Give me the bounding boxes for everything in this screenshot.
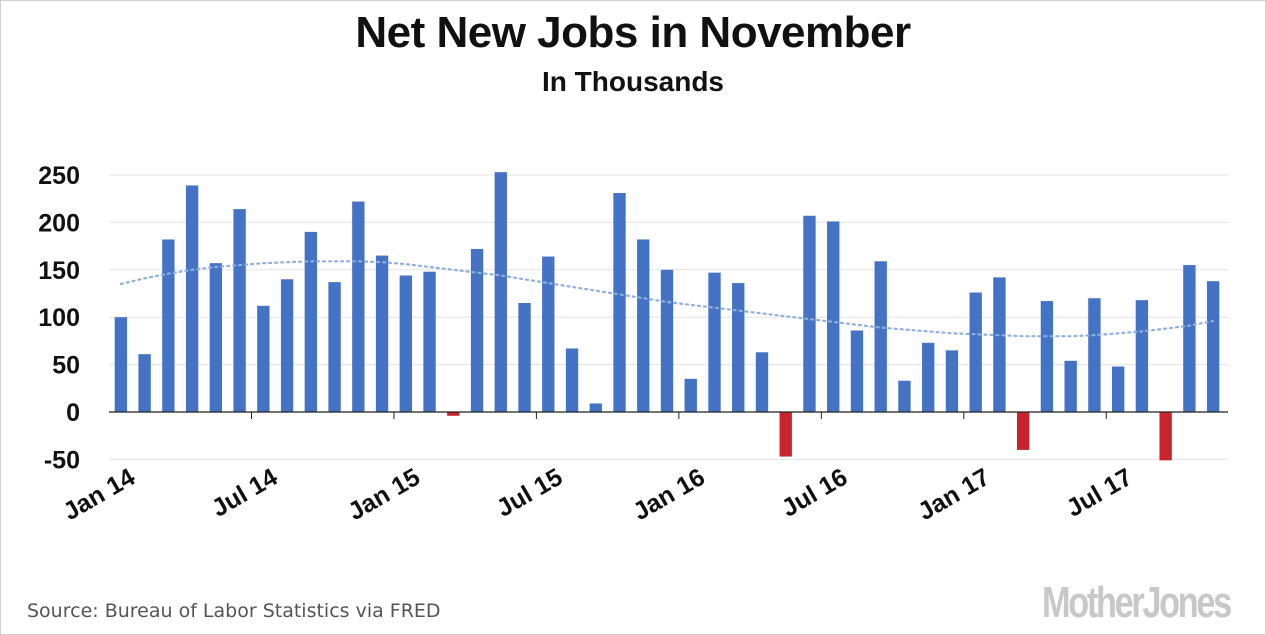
bar-jan-16 bbox=[684, 378, 697, 412]
bar-apr-14 bbox=[185, 185, 199, 412]
bar-oct-15 bbox=[613, 193, 626, 412]
bar-jul-16 bbox=[827, 221, 840, 412]
x-tick-label: Jan 16 bbox=[628, 463, 709, 526]
y-tick-label: -50 bbox=[44, 446, 80, 474]
bar-dec-16 bbox=[945, 350, 959, 412]
bar-nov-17 bbox=[1206, 281, 1220, 412]
bars bbox=[114, 172, 1220, 461]
bar-may-14 bbox=[209, 263, 223, 412]
bar-mar-15 bbox=[447, 412, 460, 416]
bar-may-17 bbox=[1064, 360, 1077, 412]
bar-feb-15 bbox=[423, 271, 436, 412]
x-tick-label: Jul 16 bbox=[777, 463, 852, 523]
x-axis-labels: Jan 14 Jul 14 Jan 15 Jul 15 Jan 16 Jul 16 Jan … bbox=[58, 463, 1137, 526]
bar-dec-14 bbox=[375, 255, 389, 412]
bar-apr-16 bbox=[755, 352, 769, 412]
bar-mar-14 bbox=[162, 239, 175, 412]
y-tick-label: 250 bbox=[38, 162, 80, 190]
x-tick-label: Jan 17 bbox=[913, 463, 994, 526]
publisher-logo: MotherJones bbox=[1042, 578, 1232, 627]
y-tick-label: 50 bbox=[52, 352, 80, 380]
bar-jun-16 bbox=[803, 215, 816, 412]
bar-nov-15 bbox=[637, 239, 650, 412]
bar-nov-16 bbox=[922, 342, 935, 412]
bar-sep-14 bbox=[304, 231, 318, 412]
bar-oct-17 bbox=[1183, 265, 1196, 412]
bar-jun-17 bbox=[1088, 298, 1101, 412]
bar-mar-16 bbox=[732, 283, 745, 412]
bar-feb-16 bbox=[708, 272, 721, 412]
source-note: Source: Bureau of Labor Statistics via F… bbox=[27, 600, 441, 622]
bar-apr-15 bbox=[470, 248, 484, 412]
chart-title: Net New Jobs in November bbox=[355, 8, 911, 57]
bar-jan-17 bbox=[969, 292, 982, 412]
x-tick-label: Jul 15 bbox=[492, 463, 567, 523]
bar-feb-17 bbox=[993, 277, 1006, 412]
bar-aug-17 bbox=[1135, 300, 1149, 412]
bar-sep-17 bbox=[1159, 412, 1172, 461]
x-tick-label: Jan 15 bbox=[343, 463, 424, 526]
bar-dec-15 bbox=[660, 269, 674, 412]
bar-jul-17 bbox=[1111, 366, 1125, 412]
bar-aug-14 bbox=[280, 279, 294, 412]
bar-aug-15 bbox=[565, 348, 579, 412]
bar-jul-15 bbox=[542, 256, 555, 412]
y-tick-label: 200 bbox=[38, 209, 80, 237]
y-axis-labels: 250 200 150 100 50 0 -50 bbox=[38, 162, 80, 474]
bar-oct-14 bbox=[328, 282, 341, 412]
x-axis-ticks bbox=[250, 412, 1107, 419]
bar-apr-17 bbox=[1040, 301, 1054, 412]
bar-aug-16 bbox=[850, 330, 864, 412]
bar-may-16 bbox=[779, 412, 792, 457]
bar-may-15 bbox=[494, 172, 507, 412]
chart-subtitle: In Thousands bbox=[542, 66, 724, 97]
bar-oct-16 bbox=[898, 380, 911, 412]
y-tick-label: 150 bbox=[38, 257, 80, 285]
bar-sep-15 bbox=[589, 403, 602, 412]
bar-jun-14 bbox=[233, 209, 246, 412]
y-tick-label: 100 bbox=[38, 304, 80, 332]
bar-feb-14 bbox=[138, 354, 151, 412]
bar-sep-16 bbox=[874, 261, 887, 412]
bar-jan-15 bbox=[399, 275, 412, 412]
bar-jun-15 bbox=[518, 302, 531, 412]
bar-mar-17 bbox=[1017, 412, 1030, 450]
bar-jan-14 bbox=[114, 317, 128, 412]
x-tick-label: Jul 17 bbox=[1062, 463, 1137, 523]
y-tick-label: 0 bbox=[66, 399, 80, 427]
bar-nov-14 bbox=[352, 201, 365, 412]
x-tick-label: Jul 14 bbox=[207, 463, 282, 523]
bar-jul-14 bbox=[257, 305, 270, 412]
